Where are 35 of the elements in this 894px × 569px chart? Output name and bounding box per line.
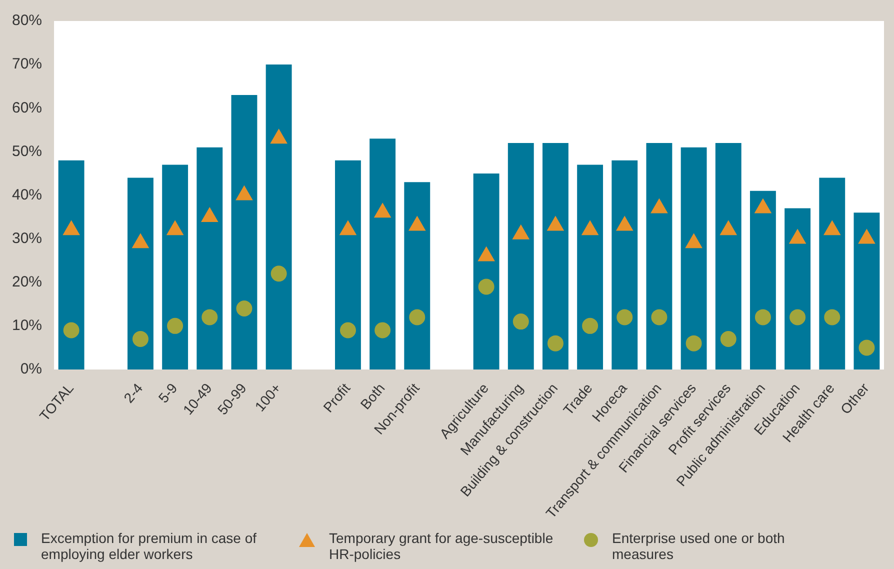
y-tick-label: 80% — [12, 12, 42, 30]
y-tick-label: 20% — [12, 273, 42, 290]
bar — [715, 142, 742, 370]
y-tick-label: 0% — [20, 360, 42, 378]
bar — [819, 178, 846, 370]
bar — [196, 147, 223, 370]
bar — [266, 64, 292, 370]
bar — [508, 142, 534, 370]
bar — [473, 173, 500, 370]
bar — [612, 160, 638, 370]
bar — [784, 208, 811, 370]
bar — [128, 178, 154, 370]
bar — [854, 212, 880, 370]
bar — [542, 142, 568, 370]
legend-label: Enterprise used one or both measures — [612, 530, 786, 562]
y-tick-label: 10% — [12, 317, 42, 334]
bar — [162, 164, 188, 370]
bar — [577, 164, 604, 370]
legend-label: Excemption for premium in case of employing elder workers — [41, 530, 258, 562]
y-tick-label: 40% — [12, 186, 42, 204]
bar — [370, 138, 396, 370]
bar — [750, 190, 776, 370]
y-tick-label: 60% — [12, 99, 42, 116]
y-tick-label: 50% — [12, 142, 42, 160]
bar — [231, 95, 258, 370]
bar — [58, 160, 84, 370]
x-tick-label: 5-9 — [155, 380, 180, 406]
x-tick-label: 2-4 — [120, 380, 146, 406]
y-tick-label: 70% — [12, 56, 42, 73]
legend-label: Temporary grant for age-susceptible HR-policies — [329, 530, 554, 562]
bar — [646, 142, 672, 370]
bar — [404, 182, 430, 370]
bar — [680, 147, 707, 370]
bar — [335, 160, 361, 370]
y-tick-label: 30% — [12, 230, 42, 247]
